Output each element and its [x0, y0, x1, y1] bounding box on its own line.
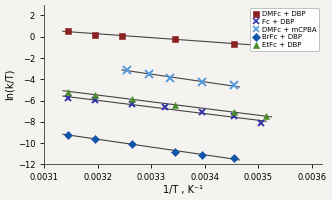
- Legend: DMFc + DBP, Fc + DBP, DMFc + mCPBA, BrFc + DBP, EtFc + DBP: DMFc + DBP, Fc + DBP, DMFc + mCPBA, BrFc…: [250, 8, 319, 51]
- Y-axis label: ln(k/T): ln(k/T): [5, 69, 15, 100]
- X-axis label: 1/T , K⁻¹: 1/T , K⁻¹: [163, 185, 203, 195]
